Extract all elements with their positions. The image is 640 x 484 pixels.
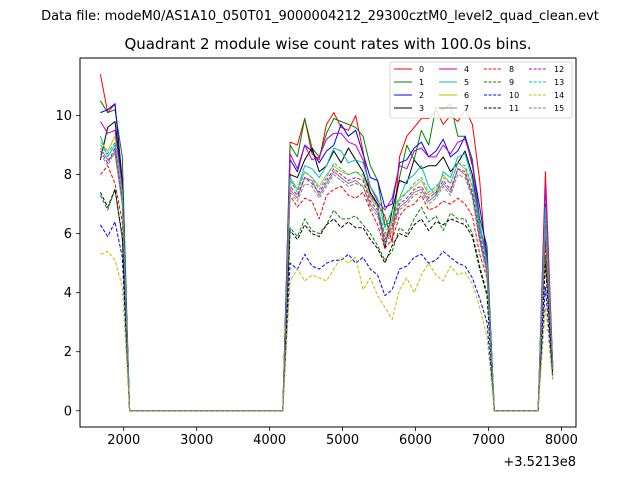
legend-label-14: 14 (554, 91, 564, 100)
y-tick-label: 0 (64, 404, 72, 419)
legend-label-11: 11 (509, 104, 519, 113)
legend-label-13: 13 (554, 78, 564, 87)
legend-label-5: 5 (464, 78, 469, 87)
plot-frame (79, 57, 577, 428)
series-line-15 (99, 150, 554, 412)
x-tick-label: 6000 (399, 433, 432, 448)
legend-label-2: 2 (419, 91, 424, 100)
legend-box (389, 61, 573, 119)
plot-area-background (80, 58, 576, 427)
legend-label-12: 12 (554, 65, 564, 74)
x-tick-label: 8000 (545, 433, 578, 448)
legend-label-1: 1 (419, 78, 424, 87)
y-tick-label: 10 (55, 109, 72, 124)
legend-label-10: 10 (509, 91, 519, 100)
series-layer (99, 74, 554, 412)
x-tick-label: 7000 (472, 433, 505, 448)
legend-label-8: 8 (509, 65, 514, 74)
y-tick-label: 8 (64, 168, 72, 183)
x-tick-label: 3000 (180, 433, 213, 448)
legend-label-3: 3 (419, 104, 424, 113)
x-offset-label: +3.5213e8 (503, 455, 576, 470)
series-line-12 (99, 147, 554, 412)
x-tick-label: 2000 (107, 433, 140, 448)
x-tick-label: 4000 (253, 433, 286, 448)
x-tick-label: 5000 (326, 433, 359, 448)
legend-label-7: 7 (464, 104, 469, 113)
series-line-14 (100, 250, 554, 412)
legend-label-15: 15 (554, 104, 564, 113)
y-tick-label: 2 (64, 345, 72, 360)
y-tick-label: 6 (64, 227, 72, 242)
legend-label-0: 0 (419, 65, 424, 74)
legend-label-6: 6 (464, 91, 469, 100)
legend-label-4: 4 (464, 65, 469, 74)
chart-title: Quadrant 2 module wise count rates with … (124, 35, 531, 53)
x-axis-ticks: 2000 3000 4000 5000 6000 7000 8000 (107, 427, 578, 448)
y-axis-ticks: 0 2 4 6 8 10 (55, 109, 80, 419)
legend-label-9: 9 (509, 78, 514, 87)
figure-suptitle: Data file: modeM0/AS1A10_050T01_90000042… (41, 9, 599, 24)
y-tick-label: 4 (64, 286, 72, 301)
